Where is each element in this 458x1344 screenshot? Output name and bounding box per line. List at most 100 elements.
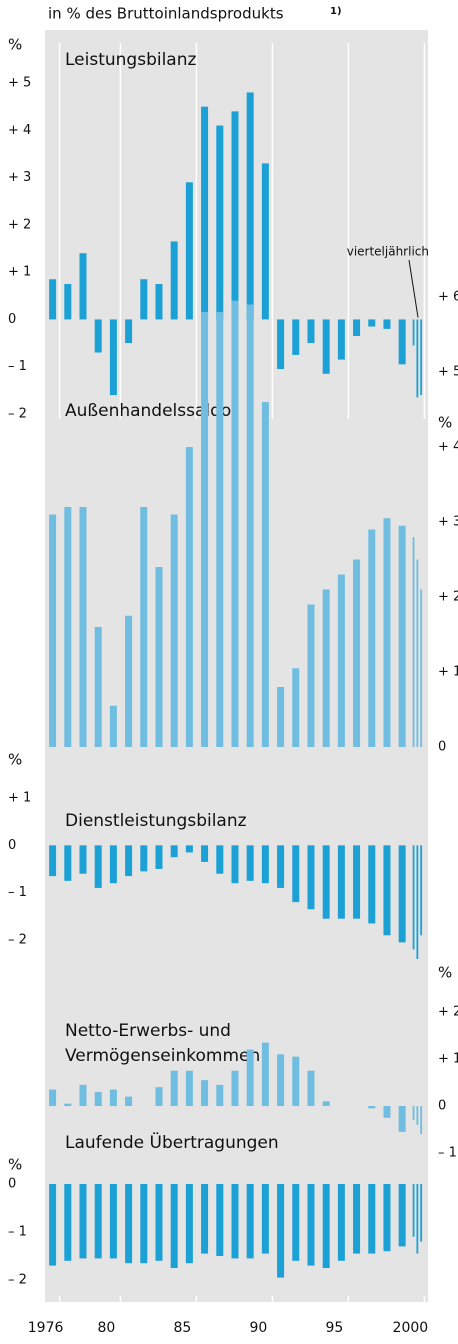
bar <box>170 1184 178 1268</box>
bar <box>109 845 117 884</box>
bar <box>216 312 224 747</box>
bar <box>322 589 330 747</box>
y-tick-label: + 5 <box>8 76 31 91</box>
bar <box>64 283 72 320</box>
bar <box>140 507 148 747</box>
bar <box>277 1184 285 1278</box>
y-tick-label: + 3 <box>438 515 458 530</box>
bar <box>79 507 87 747</box>
bar <box>337 319 345 360</box>
panel-title: Vermögenseinkommen <box>65 1046 260 1066</box>
bar <box>322 1101 330 1106</box>
y-tick-label: 0 <box>8 1177 16 1192</box>
y-tick-label: + 5 <box>438 365 458 380</box>
bar <box>231 111 239 320</box>
y-tick-label: + 3 <box>8 170 31 185</box>
bar <box>353 559 361 747</box>
y-tick-label: – 1 <box>438 1146 457 1161</box>
bar <box>292 845 300 903</box>
bar <box>201 845 209 862</box>
bar <box>416 319 419 398</box>
bar <box>277 1054 285 1106</box>
bar <box>337 574 345 747</box>
bar <box>292 1184 300 1261</box>
bar <box>398 319 406 365</box>
bar <box>231 300 239 747</box>
x-tick-label: 95 <box>325 1320 343 1336</box>
bar <box>322 319 330 374</box>
bar <box>64 1184 72 1261</box>
bar <box>170 845 178 858</box>
bar <box>261 402 269 747</box>
x-tick-label: 85 <box>173 1320 191 1336</box>
bar <box>307 604 315 747</box>
y-unit-label: % <box>8 36 22 54</box>
bar <box>420 1184 423 1242</box>
bar <box>155 1087 163 1106</box>
bar <box>368 319 376 327</box>
bar <box>170 514 178 747</box>
bar <box>412 845 415 950</box>
bar <box>94 627 102 747</box>
bar <box>185 845 193 853</box>
bar <box>125 615 133 747</box>
panel-title: Netto-Erwerbs- und <box>65 1021 231 1041</box>
bar <box>383 1184 391 1252</box>
bar <box>140 1184 148 1264</box>
bar <box>49 514 57 747</box>
bar <box>416 845 419 959</box>
bar <box>246 1049 254 1106</box>
panel-title: Laufende Übertragungen <box>65 1131 279 1153</box>
bar <box>231 845 239 884</box>
footnote-marker: 1) <box>330 6 342 17</box>
bar <box>94 845 102 888</box>
y-tick-label: + 1 <box>438 665 458 680</box>
bar <box>49 1184 57 1266</box>
annotation-pointer <box>408 259 419 318</box>
bar <box>140 279 148 320</box>
bar <box>398 1184 406 1247</box>
annotation: vierteljährlich <box>347 245 429 259</box>
bar <box>216 845 224 874</box>
y-tick-label: – 1 <box>8 359 27 374</box>
bar <box>383 319 391 329</box>
bar <box>140 845 148 872</box>
bar <box>109 705 117 747</box>
y-tick-label: 0 <box>438 740 446 755</box>
bar <box>246 92 254 320</box>
bar <box>94 1091 102 1106</box>
bar <box>109 1089 117 1106</box>
bar <box>246 304 254 747</box>
bar <box>420 845 423 936</box>
y-tick-label: + 1 <box>8 791 31 806</box>
y-tick-label: + 1 <box>8 265 31 280</box>
bar <box>292 319 300 355</box>
bar <box>416 1184 419 1254</box>
panel-title: Leistungsbilanz <box>65 50 197 70</box>
y-tick-label: + 6 <box>438 290 458 305</box>
bar <box>125 319 133 344</box>
bar <box>277 845 285 888</box>
bar <box>383 1106 391 1118</box>
bar <box>185 182 193 320</box>
bar <box>368 1184 376 1254</box>
bar <box>420 1106 423 1135</box>
panel-title: Außenhandelssaldo <box>65 401 231 421</box>
bar <box>353 845 361 919</box>
y-tick-label: + 1 <box>438 1052 458 1067</box>
bar <box>216 1184 224 1256</box>
bar <box>337 845 345 919</box>
bar <box>94 1184 102 1259</box>
bar <box>261 845 269 884</box>
bar <box>155 1184 163 1261</box>
y-tick-label: – 2 <box>8 933 27 948</box>
bar <box>412 537 415 747</box>
y-tick-label: + 2 <box>438 1005 458 1020</box>
y-unit-label: % <box>438 964 452 982</box>
x-tick-label: 90 <box>249 1320 267 1336</box>
bar <box>353 319 361 336</box>
bar <box>261 163 269 320</box>
bar <box>322 845 330 919</box>
x-tick-label: 80 <box>97 1320 115 1336</box>
bar <box>155 845 163 869</box>
